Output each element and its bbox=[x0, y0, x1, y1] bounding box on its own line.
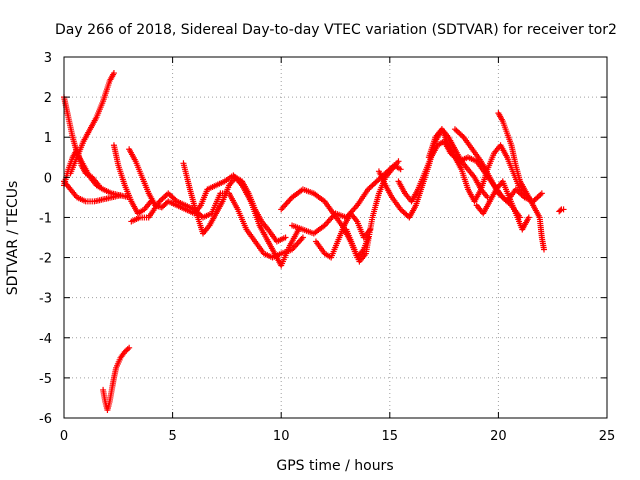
axes: 0 5 10 15 20 25 -6 -5 -4 -3 -2 -1 0 1 2 3 bbox=[39, 51, 615, 444]
y-tick-label: -5 bbox=[39, 372, 52, 387]
x-axis-label: GPS time / hours bbox=[276, 458, 393, 474]
x-tick-label: 20 bbox=[490, 429, 507, 444]
series-arc-r bbox=[473, 178, 532, 233]
chart-title: Day 266 of 2018, Sidereal Day-to-day VTE… bbox=[55, 22, 617, 38]
y-tick-label: 0 bbox=[44, 171, 52, 186]
series-arc-c bbox=[67, 70, 117, 177]
y-tick-label: -6 bbox=[39, 412, 52, 427]
y-axis-label: SDTVAR / TECUs bbox=[5, 181, 21, 296]
series-arc-g bbox=[126, 146, 302, 269]
data-point-marker bbox=[110, 70, 117, 77]
series-arc-e bbox=[100, 344, 133, 413]
x-tick-label: 5 bbox=[168, 429, 176, 444]
data-point-marker bbox=[557, 207, 564, 214]
data-point-marker bbox=[126, 344, 133, 351]
y-tick-label: -4 bbox=[39, 332, 52, 347]
x-tick-label: 10 bbox=[273, 429, 290, 444]
y-tick-label: 3 bbox=[44, 51, 52, 66]
series-arc-k bbox=[289, 162, 404, 237]
data-points bbox=[61, 70, 567, 413]
series-arc-s bbox=[495, 110, 548, 253]
data-point-marker bbox=[282, 234, 289, 241]
series-arc-f bbox=[110, 142, 154, 217]
y-tick-label: -1 bbox=[39, 211, 52, 226]
data-point-marker bbox=[397, 166, 404, 173]
data-point-marker bbox=[525, 214, 532, 221]
y-tick-label: 2 bbox=[44, 91, 52, 106]
data-point-marker bbox=[541, 246, 548, 253]
data-point-marker bbox=[538, 190, 545, 197]
data-point-marker bbox=[560, 206, 567, 213]
y-tick-label: 1 bbox=[44, 131, 52, 146]
data-point-marker bbox=[395, 158, 402, 165]
y-tick-label: -2 bbox=[39, 252, 52, 267]
series-arc-m bbox=[343, 158, 402, 265]
y-tick-label: -3 bbox=[39, 292, 52, 307]
data-point-marker bbox=[299, 234, 306, 241]
plot-frame bbox=[63, 56, 608, 419]
series-arc-t bbox=[556, 206, 567, 215]
x-tick-label: 15 bbox=[382, 429, 399, 444]
x-tick-label: 0 bbox=[60, 429, 68, 444]
data-point-marker bbox=[95, 182, 102, 189]
series-arc-i bbox=[180, 160, 289, 245]
x-tick-label: 25 bbox=[599, 429, 616, 444]
